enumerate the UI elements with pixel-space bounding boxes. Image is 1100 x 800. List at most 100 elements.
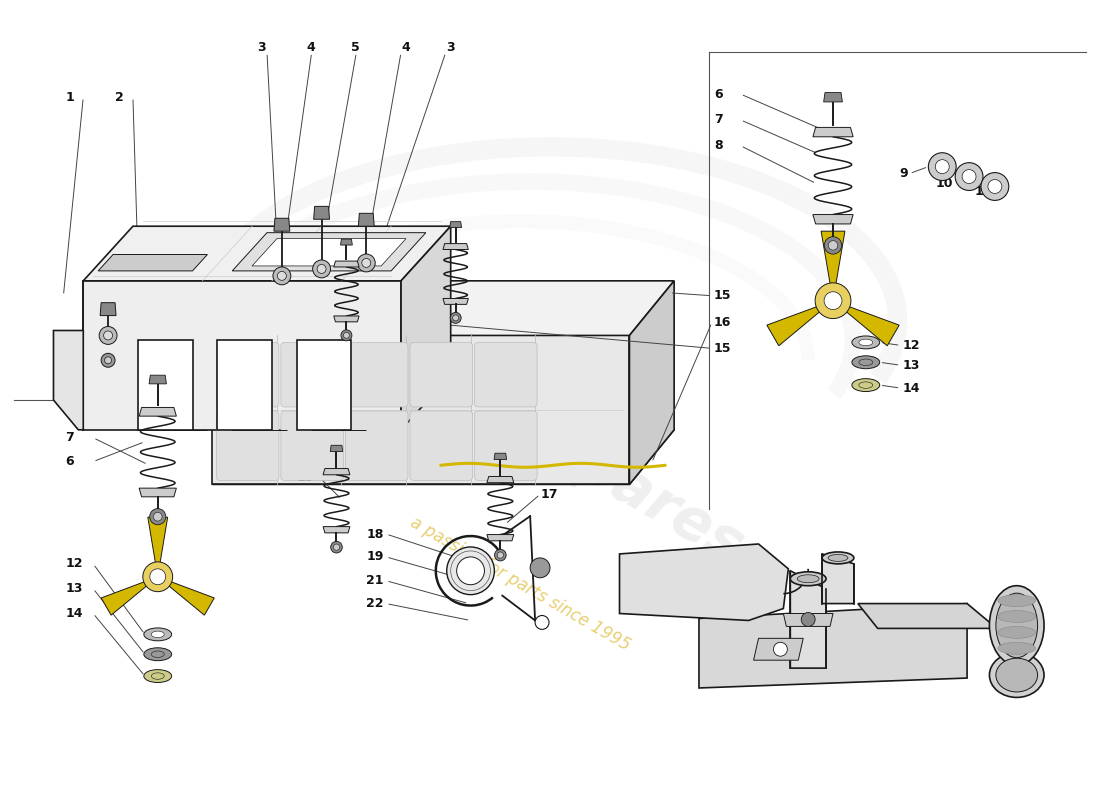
Circle shape xyxy=(103,331,112,340)
Text: 4: 4 xyxy=(307,41,316,54)
Ellipse shape xyxy=(996,658,1037,692)
FancyBboxPatch shape xyxy=(410,411,473,481)
Text: 12: 12 xyxy=(65,558,82,570)
Circle shape xyxy=(453,315,459,321)
Polygon shape xyxy=(232,233,426,271)
Text: 15: 15 xyxy=(297,471,315,484)
Polygon shape xyxy=(402,226,451,430)
Polygon shape xyxy=(443,298,469,304)
Text: 22: 22 xyxy=(366,597,384,610)
Polygon shape xyxy=(790,571,826,668)
Polygon shape xyxy=(101,577,157,615)
Polygon shape xyxy=(212,281,674,335)
Ellipse shape xyxy=(798,574,820,582)
Polygon shape xyxy=(333,316,359,322)
Circle shape xyxy=(143,562,173,592)
Polygon shape xyxy=(629,281,674,485)
Circle shape xyxy=(801,613,815,626)
Ellipse shape xyxy=(998,610,1035,622)
Circle shape xyxy=(362,258,371,267)
Ellipse shape xyxy=(998,642,1035,654)
Polygon shape xyxy=(443,243,469,250)
Text: 21: 21 xyxy=(366,574,384,587)
Polygon shape xyxy=(54,330,84,430)
Circle shape xyxy=(358,254,375,272)
Polygon shape xyxy=(487,477,514,482)
Ellipse shape xyxy=(152,673,164,679)
Polygon shape xyxy=(157,577,214,615)
Polygon shape xyxy=(783,614,833,626)
Circle shape xyxy=(988,179,1002,194)
Polygon shape xyxy=(341,239,352,245)
Circle shape xyxy=(497,552,504,558)
Text: 5: 5 xyxy=(351,41,360,54)
Text: 17: 17 xyxy=(540,488,558,501)
Polygon shape xyxy=(858,603,997,629)
Circle shape xyxy=(456,557,484,585)
Ellipse shape xyxy=(998,626,1035,638)
Ellipse shape xyxy=(851,356,880,369)
Circle shape xyxy=(317,265,326,274)
Text: 10: 10 xyxy=(935,177,953,190)
Polygon shape xyxy=(333,261,359,267)
Polygon shape xyxy=(84,226,451,281)
Text: 14: 14 xyxy=(65,607,82,620)
FancyBboxPatch shape xyxy=(345,411,408,481)
Polygon shape xyxy=(150,375,166,384)
Ellipse shape xyxy=(851,378,880,391)
Ellipse shape xyxy=(998,594,1035,606)
Circle shape xyxy=(928,153,956,181)
Text: 13: 13 xyxy=(902,358,920,372)
Polygon shape xyxy=(754,638,803,660)
Circle shape xyxy=(962,170,976,183)
Circle shape xyxy=(773,642,788,656)
Ellipse shape xyxy=(989,586,1044,665)
Polygon shape xyxy=(494,454,507,459)
Circle shape xyxy=(935,160,949,174)
Text: 2: 2 xyxy=(116,90,124,104)
Circle shape xyxy=(312,260,330,278)
Polygon shape xyxy=(323,526,350,533)
Text: 9: 9 xyxy=(900,167,909,180)
Polygon shape xyxy=(212,430,674,485)
Polygon shape xyxy=(833,301,899,346)
Circle shape xyxy=(341,330,352,341)
Circle shape xyxy=(331,542,342,553)
Circle shape xyxy=(273,267,290,285)
Polygon shape xyxy=(619,544,789,621)
Circle shape xyxy=(333,544,340,550)
Text: 15: 15 xyxy=(714,342,732,355)
Circle shape xyxy=(343,332,350,338)
Bar xyxy=(218,341,272,430)
Polygon shape xyxy=(98,254,208,271)
Ellipse shape xyxy=(989,653,1044,698)
Circle shape xyxy=(828,241,838,250)
Ellipse shape xyxy=(822,552,854,564)
Text: 6: 6 xyxy=(714,88,723,101)
Polygon shape xyxy=(821,231,845,301)
Bar xyxy=(138,341,192,430)
FancyBboxPatch shape xyxy=(410,342,473,407)
Polygon shape xyxy=(813,127,854,137)
Text: 6: 6 xyxy=(65,455,74,468)
Circle shape xyxy=(981,173,1009,200)
Polygon shape xyxy=(84,281,402,430)
Text: 12: 12 xyxy=(902,339,920,352)
Circle shape xyxy=(530,558,550,578)
Circle shape xyxy=(447,547,494,594)
Circle shape xyxy=(535,615,549,630)
FancyBboxPatch shape xyxy=(280,342,343,407)
FancyBboxPatch shape xyxy=(280,411,343,481)
Ellipse shape xyxy=(859,339,872,346)
Circle shape xyxy=(815,283,851,318)
Polygon shape xyxy=(314,206,330,219)
Polygon shape xyxy=(274,218,289,231)
Ellipse shape xyxy=(859,359,872,366)
Text: 19: 19 xyxy=(366,550,384,563)
Circle shape xyxy=(101,354,116,367)
Ellipse shape xyxy=(851,336,880,349)
Bar xyxy=(297,341,351,430)
Ellipse shape xyxy=(144,648,172,661)
Text: 13: 13 xyxy=(65,582,82,595)
Text: 7: 7 xyxy=(714,114,723,126)
